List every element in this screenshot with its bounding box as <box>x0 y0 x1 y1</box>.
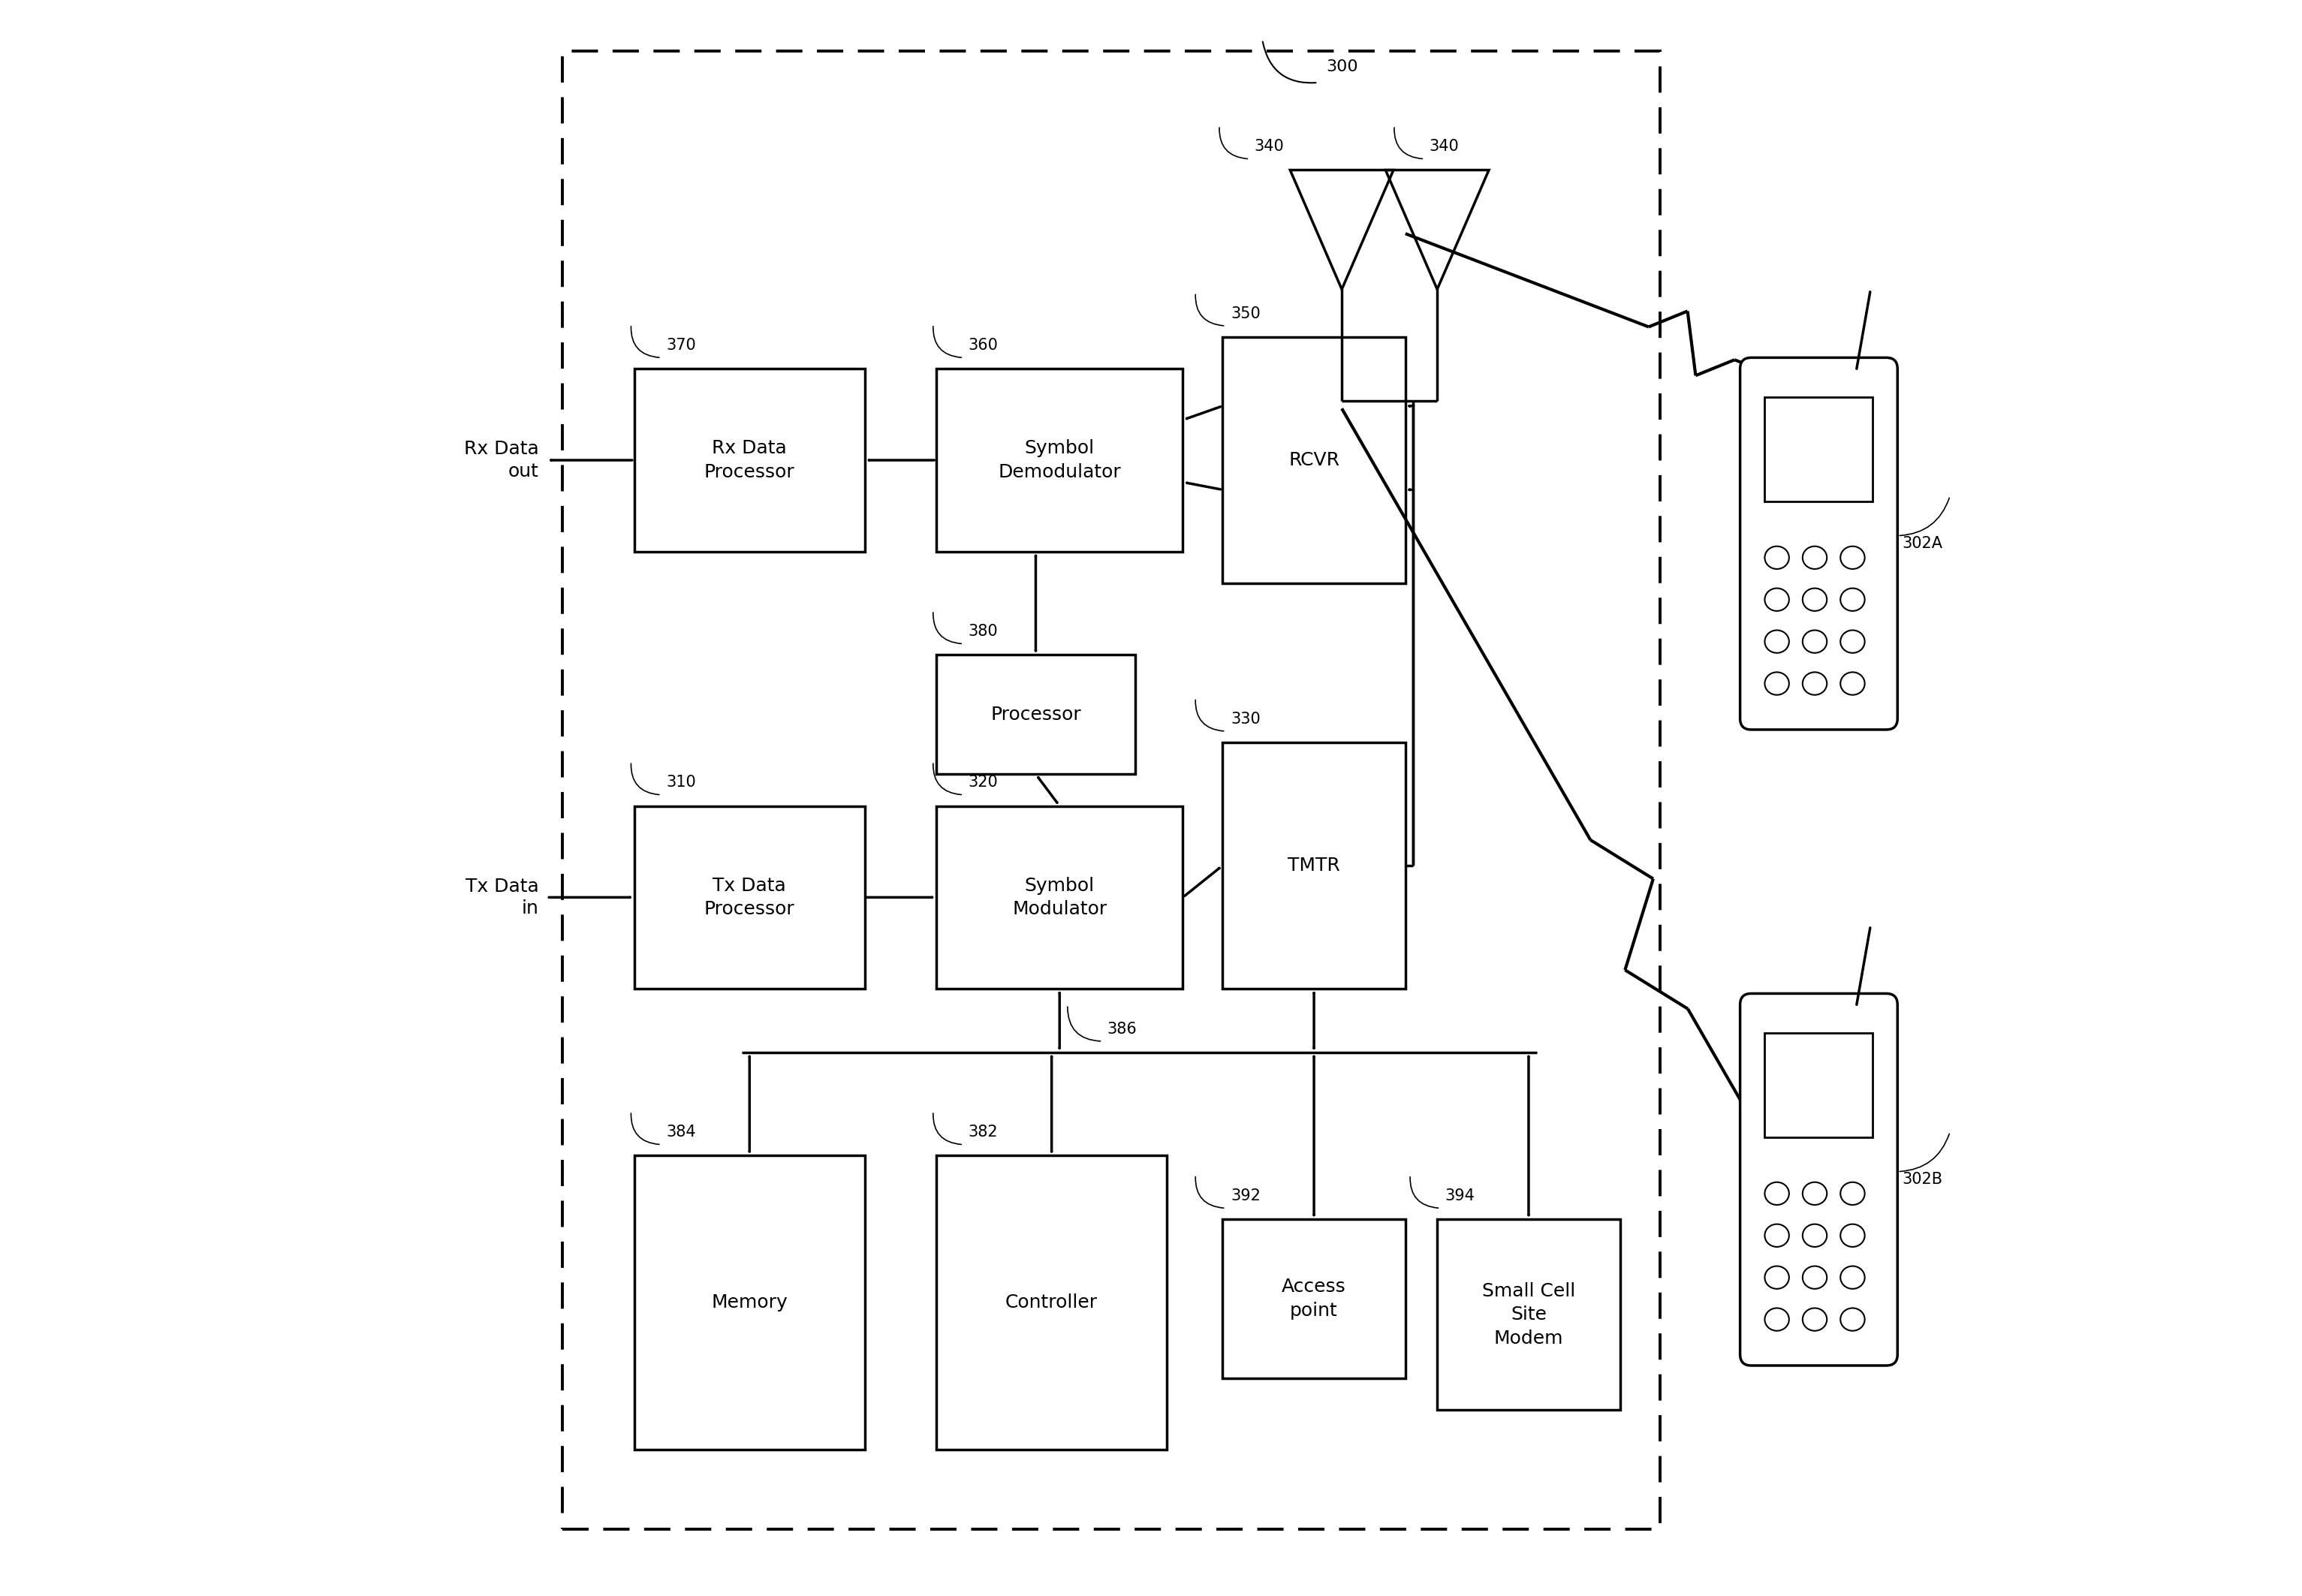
Bar <box>1222 742 1407 990</box>
Ellipse shape <box>1766 589 1789 611</box>
Text: 302B: 302B <box>1901 1171 1943 1187</box>
Bar <box>1222 337 1407 584</box>
Text: 386: 386 <box>1107 1021 1137 1036</box>
Ellipse shape <box>1766 1183 1789 1205</box>
Text: Symbol
Modulator: Symbol Modulator <box>1013 876 1107 918</box>
Ellipse shape <box>1766 1224 1789 1246</box>
Text: RCVR: RCVR <box>1289 452 1340 469</box>
Bar <box>937 369 1183 552</box>
Text: 360: 360 <box>969 338 999 353</box>
Ellipse shape <box>1839 672 1865 694</box>
Text: 302A: 302A <box>1901 536 1943 551</box>
Text: 392: 392 <box>1232 1189 1261 1203</box>
Text: 394: 394 <box>1446 1189 1476 1203</box>
Bar <box>635 806 866 990</box>
Ellipse shape <box>1839 589 1865 611</box>
Bar <box>562 51 1660 1529</box>
Bar <box>1766 397 1874 501</box>
Ellipse shape <box>1802 1266 1828 1290</box>
Ellipse shape <box>1766 546 1789 570</box>
Ellipse shape <box>1839 1266 1865 1290</box>
Bar <box>1222 1219 1407 1379</box>
Text: Rx Data
out: Rx Data out <box>465 440 539 480</box>
Ellipse shape <box>1839 1224 1865 1246</box>
Text: 382: 382 <box>969 1125 997 1140</box>
Text: Memory: Memory <box>711 1294 787 1312</box>
Text: 370: 370 <box>665 338 695 353</box>
Ellipse shape <box>1839 1183 1865 1205</box>
Text: 380: 380 <box>969 624 997 638</box>
Text: 320: 320 <box>969 776 999 790</box>
Text: Rx Data
Processor: Rx Data Processor <box>704 439 794 480</box>
Bar <box>635 369 866 552</box>
Ellipse shape <box>1802 672 1828 694</box>
Text: Processor: Processor <box>990 705 1082 723</box>
Text: 330: 330 <box>1232 712 1259 726</box>
Ellipse shape <box>1802 1224 1828 1246</box>
Text: Access
point: Access point <box>1282 1278 1347 1320</box>
Bar <box>937 1156 1167 1449</box>
Text: 340: 340 <box>1430 139 1459 155</box>
Ellipse shape <box>1839 1309 1865 1331</box>
Text: 350: 350 <box>1232 306 1259 321</box>
Ellipse shape <box>1766 630 1789 653</box>
Text: TMTR: TMTR <box>1287 857 1340 875</box>
Text: Controller: Controller <box>1006 1294 1098 1312</box>
Bar <box>1436 1219 1621 1409</box>
Ellipse shape <box>1766 1266 1789 1290</box>
Ellipse shape <box>1839 546 1865 570</box>
Text: Tx Data
Processor: Tx Data Processor <box>704 876 794 918</box>
Ellipse shape <box>1802 1309 1828 1331</box>
Ellipse shape <box>1802 630 1828 653</box>
Bar <box>937 806 1183 990</box>
Bar <box>635 1156 866 1449</box>
Text: Tx Data
in: Tx Data in <box>465 878 539 918</box>
Text: Small Cell
Site
Modem: Small Cell Site Modem <box>1482 1282 1575 1347</box>
Ellipse shape <box>1802 546 1828 570</box>
Text: 300: 300 <box>1326 59 1358 75</box>
Ellipse shape <box>1766 1309 1789 1331</box>
Ellipse shape <box>1802 1183 1828 1205</box>
Ellipse shape <box>1839 630 1865 653</box>
Text: 340: 340 <box>1255 139 1285 155</box>
Bar <box>1766 1033 1874 1138</box>
Text: Symbol
Demodulator: Symbol Demodulator <box>999 439 1121 480</box>
FancyBboxPatch shape <box>1740 358 1897 729</box>
FancyBboxPatch shape <box>1740 994 1897 1366</box>
Ellipse shape <box>1766 672 1789 694</box>
Text: 384: 384 <box>665 1125 695 1140</box>
Bar <box>937 654 1135 774</box>
Ellipse shape <box>1802 589 1828 611</box>
Text: 310: 310 <box>665 776 695 790</box>
